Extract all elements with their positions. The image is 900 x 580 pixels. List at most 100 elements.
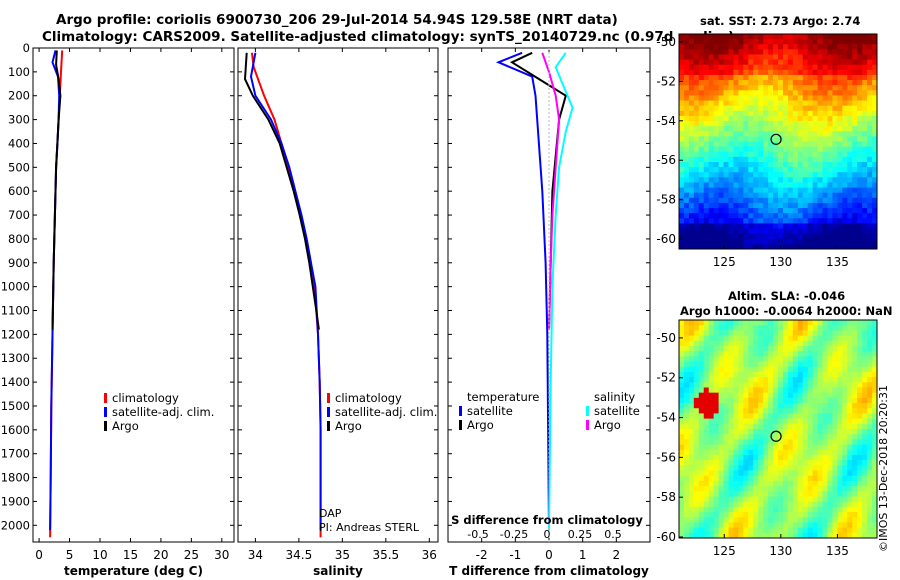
map-cell	[782, 95, 789, 102]
map-cell	[862, 356, 868, 363]
map-cell	[822, 439, 828, 446]
map-cell	[718, 110, 725, 117]
map-cell	[837, 320, 843, 326]
map-cell	[837, 141, 843, 148]
map-cell	[738, 131, 744, 137]
map-cell	[698, 177, 705, 183]
map-cell	[842, 177, 848, 183]
map-cell	[718, 506, 725, 513]
map-cell	[778, 54, 784, 61]
map-cell	[837, 361, 843, 368]
series-climatology	[250, 52, 322, 538]
map-cell	[773, 100, 779, 107]
map-cell	[862, 228, 868, 235]
map-cell	[733, 444, 739, 451]
map-cell	[693, 371, 700, 378]
map-cell	[857, 392, 863, 399]
map-cell	[867, 392, 873, 399]
map-cell	[723, 39, 729, 45]
map-cell	[802, 387, 809, 394]
map-cell	[728, 202, 734, 209]
map-cell	[773, 223, 779, 230]
map-y-tick-label: -50	[656, 35, 676, 49]
map-cell	[862, 202, 868, 209]
map-cell	[768, 105, 774, 112]
map-cell	[782, 131, 789, 137]
map-cell	[683, 44, 690, 50]
map-cell	[748, 413, 754, 420]
map-cell	[852, 208, 858, 214]
map-cell	[822, 141, 828, 148]
map-cell	[679, 44, 685, 50]
map-cell	[857, 413, 863, 420]
map-cell	[802, 243, 809, 250]
map-cell	[718, 423, 725, 430]
map-cell	[812, 233, 819, 240]
map-cell	[812, 496, 819, 503]
map-cell	[857, 527, 863, 534]
y-tick-label: 1500	[1, 399, 30, 413]
map-cell	[753, 496, 759, 503]
map-cell	[817, 85, 824, 91]
map-cell	[743, 161, 749, 168]
map-cell	[679, 161, 685, 168]
map-cell	[693, 90, 700, 96]
map-cell	[792, 351, 799, 357]
map-cell	[683, 172, 690, 178]
map-cell	[832, 501, 838, 508]
map-cell	[778, 356, 784, 363]
map-cell	[842, 366, 848, 373]
map-cell	[778, 228, 784, 235]
map-cell	[758, 223, 764, 230]
x-tick-label: 0	[35, 548, 43, 562]
map-cell	[807, 44, 814, 50]
legend-swatch	[459, 420, 462, 430]
map-cell	[807, 517, 814, 523]
map-cell	[872, 187, 878, 194]
map-cell	[768, 480, 774, 487]
map-cell	[758, 371, 764, 378]
map-y-tick-label: -50	[656, 331, 676, 345]
map-cell	[852, 80, 858, 86]
map-cell	[847, 208, 853, 214]
map-cell	[842, 49, 848, 55]
map-cell	[758, 361, 764, 368]
map-cell	[842, 439, 848, 446]
map-cell	[802, 460, 809, 466]
map-cell	[748, 397, 754, 404]
map-cell	[763, 454, 769, 461]
map-cell	[698, 218, 705, 224]
map-cell	[852, 444, 858, 451]
map-cell	[688, 392, 695, 399]
map-cell	[733, 486, 739, 492]
map-cell	[832, 351, 838, 357]
map-cell	[837, 182, 843, 189]
temperature-profile: 0100200300400500600700800900100011001200…	[1, 41, 235, 578]
map-cell	[847, 213, 853, 219]
map-cell	[703, 340, 710, 347]
map-cell	[688, 172, 695, 178]
map-cell	[743, 475, 749, 482]
map-cell	[758, 403, 764, 409]
map-cell	[683, 243, 690, 250]
map-cell	[743, 228, 749, 235]
map-cell	[683, 320, 690, 326]
map-cell	[778, 392, 784, 399]
map-cell	[867, 429, 873, 435]
map-cell	[713, 218, 720, 224]
map-cell	[837, 64, 843, 71]
map-cell	[827, 177, 833, 183]
map-cell	[862, 69, 868, 76]
map-cell	[797, 454, 804, 461]
map-cell	[763, 39, 769, 45]
map-cell	[753, 454, 759, 461]
map-cell	[842, 34, 848, 40]
map-cell	[773, 470, 779, 477]
map-cell	[738, 491, 744, 497]
map-cell	[679, 429, 685, 435]
map-cell	[753, 69, 759, 76]
map-cell	[728, 208, 734, 214]
map-cell	[698, 213, 705, 219]
map-cell	[768, 54, 774, 61]
map-cell	[718, 460, 725, 466]
